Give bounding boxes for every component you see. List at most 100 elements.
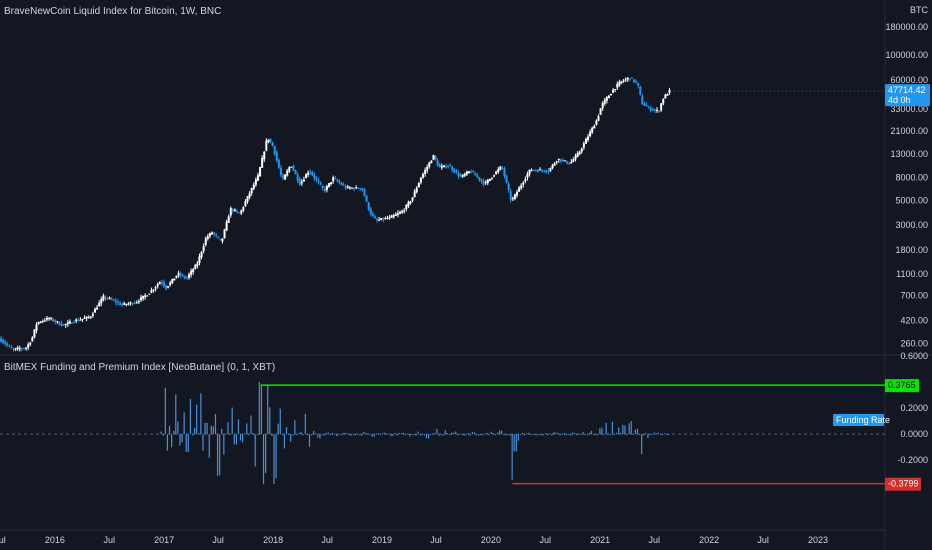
candle-body: [507, 183, 510, 191]
funding-bar: [223, 434, 225, 455]
funding-bar: [448, 434, 451, 436]
candle-body: [584, 138, 587, 144]
candle-body: [547, 170, 550, 172]
candle-body: [219, 238, 222, 241]
funding-bar: [620, 432, 622, 435]
candle-body: [639, 86, 642, 95]
funding-bar: [333, 433, 336, 435]
funding-bar: [463, 434, 465, 436]
candle-body: [292, 165, 295, 171]
funding-bar: [547, 434, 549, 436]
candle-body: [27, 344, 30, 348]
candle-body: [290, 166, 293, 168]
candle-body: [380, 218, 383, 220]
candle-body: [125, 304, 128, 306]
last-price-badge[interactable]: [885, 84, 930, 107]
candle-body: [217, 236, 220, 238]
funding-bar: [505, 434, 507, 436]
candle-body: [518, 187, 521, 192]
candle-body: [570, 161, 573, 164]
funding-rate-tag[interactable]: [833, 414, 884, 426]
funding-bar: [664, 433, 666, 435]
funding-bar: [666, 434, 668, 436]
candle-body: [35, 324, 38, 331]
candle-body: [455, 171, 458, 173]
candle-body: [269, 138, 272, 143]
funding-bar: [551, 434, 553, 436]
funding-bar: [570, 434, 572, 436]
funding-bar: [471, 432, 474, 435]
funding-tick-label: 0.0000: [900, 429, 928, 439]
funding-bar: [275, 434, 277, 479]
price-tick-label: 5000.00: [895, 195, 928, 205]
candle-body: [327, 183, 330, 187]
funding-bar: [444, 430, 446, 435]
funding-bar: [540, 434, 542, 436]
candle-body: [595, 120, 598, 125]
candle-body: [231, 208, 234, 212]
funding-bar: [465, 434, 467, 436]
candle-body: [501, 167, 504, 169]
candle-body: [62, 324, 65, 326]
candle-body: [405, 204, 408, 210]
candle-body: [25, 347, 28, 349]
candle-body: [106, 297, 109, 299]
funding-bar: [250, 415, 252, 435]
candle-body: [359, 188, 362, 190]
candle-body: [114, 300, 117, 303]
candle-body: [490, 177, 493, 179]
funding-bar: [467, 433, 469, 435]
funding-bar: [659, 433, 662, 435]
candle-body: [246, 196, 249, 202]
candle-body: [394, 214, 397, 216]
candle-body: [340, 182, 343, 185]
candle-body: [467, 171, 470, 174]
funding-bar: [455, 431, 457, 435]
funding-bar: [331, 432, 334, 435]
funding-bar: [536, 434, 538, 436]
candle-body: [538, 169, 541, 171]
funding-bar: [461, 434, 463, 436]
candle-body: [497, 169, 500, 172]
funding-bar: [557, 432, 559, 435]
funding-bar: [352, 434, 354, 436]
candle-body: [196, 263, 199, 267]
funding-bar: [613, 433, 616, 435]
candle-body: [188, 274, 191, 278]
price-tick-label: 13000.00: [890, 149, 928, 159]
candle-body: [83, 317, 86, 319]
funding-bar: [359, 434, 361, 436]
funding-bar: [590, 430, 593, 435]
candle-body: [536, 170, 539, 172]
candle-body: [447, 165, 450, 167]
funding-bar: [392, 434, 394, 437]
funding-rate-tag-label: Funding Rate: [836, 415, 890, 425]
funding-bar: [208, 434, 210, 458]
funding-bar: [191, 434, 194, 436]
price-tick-label: 1800.00: [895, 245, 928, 255]
candle-body: [286, 170, 289, 176]
funding-bar: [425, 434, 428, 439]
candle-body: [388, 216, 391, 219]
funding-bar: [601, 427, 603, 435]
funding-bar: [396, 434, 398, 436]
funding-bar: [283, 434, 286, 449]
candle-body: [561, 160, 564, 162]
price-tick-label: 260.00: [900, 339, 928, 349]
funding-bar: [175, 394, 177, 435]
candle-body: [171, 278, 174, 283]
candle-body: [39, 321, 42, 323]
candle-body: [396, 213, 399, 215]
funding-bar: [473, 432, 476, 435]
candle-body: [43, 320, 46, 322]
funding-bar: [219, 434, 221, 476]
funding-bar: [413, 434, 415, 436]
funding-bar: [415, 434, 417, 436]
funding-bar: [239, 434, 242, 441]
min-funding-badge: [885, 477, 921, 491]
candle-body: [87, 317, 90, 319]
funding-bar: [482, 434, 484, 436]
funding-bar: [310, 434, 313, 436]
candle-body: [484, 182, 487, 184]
